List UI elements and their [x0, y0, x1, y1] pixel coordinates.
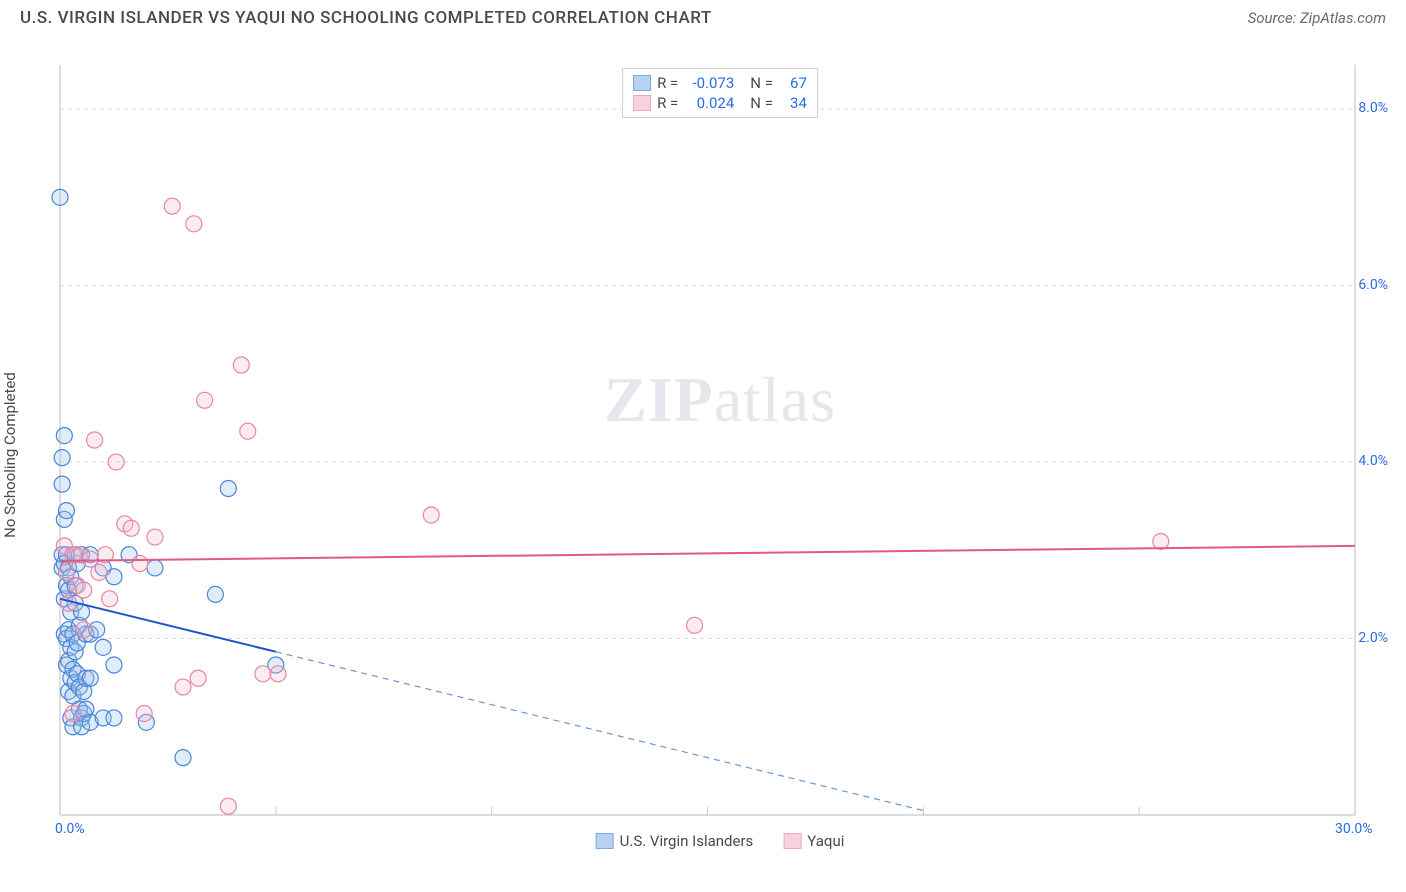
legend-swatch	[596, 833, 614, 849]
y-tick-label: 6.0%	[1358, 277, 1388, 293]
legend-series: U.S. Virgin Islanders Yaqui	[596, 832, 845, 850]
chart-area: No Schooling Completed ZIPatlas R =-0.07…	[50, 60, 1390, 850]
stat-r-label: R =	[657, 74, 678, 92]
legend-label: U.S. Virgin Islanders	[620, 832, 754, 850]
legend-stat-row: R = 0.024 N = 34	[633, 93, 807, 113]
x-tick-label: 30.0%	[1335, 821, 1373, 837]
stat-r-value: -0.073	[684, 74, 734, 92]
legend-stats: R = -0.073 N = 67 R = 0.024 N = 34	[622, 68, 818, 118]
legend-item: U.S. Virgin Islanders	[596, 832, 754, 850]
chart-header: U.S. VIRGIN ISLANDER VS YAQUI NO SCHOOLI…	[0, 0, 1406, 36]
stat-n-value: 34	[779, 94, 807, 112]
legend-stat-row: R = -0.073 N = 67	[633, 73, 807, 93]
stat-n-value: 67	[779, 74, 807, 92]
y-tick-label: 8.0%	[1358, 100, 1388, 116]
stat-n-label: N =	[750, 94, 773, 112]
x-tick-label: 0.0%	[55, 821, 85, 837]
chart-title: U.S. VIRGIN ISLANDER VS YAQUI NO SCHOOLI…	[20, 8, 712, 28]
legend-swatch	[783, 833, 801, 849]
scatter-plot	[50, 60, 1390, 850]
stat-r-label: R =	[657, 94, 678, 112]
y-tick-label: 4.0%	[1358, 453, 1388, 469]
y-tick-label: 2.0%	[1358, 630, 1388, 646]
y-axis-label: No Schooling Completed	[1, 372, 19, 538]
legend-swatch	[633, 75, 651, 91]
chart-source: Source: ZipAtlas.com	[1248, 9, 1386, 27]
legend-swatch	[633, 95, 651, 111]
legend-label: Yaqui	[807, 832, 844, 850]
legend-item: Yaqui	[783, 832, 844, 850]
stat-r-value: 0.024	[684, 94, 734, 112]
stat-n-label: N =	[750, 74, 773, 92]
